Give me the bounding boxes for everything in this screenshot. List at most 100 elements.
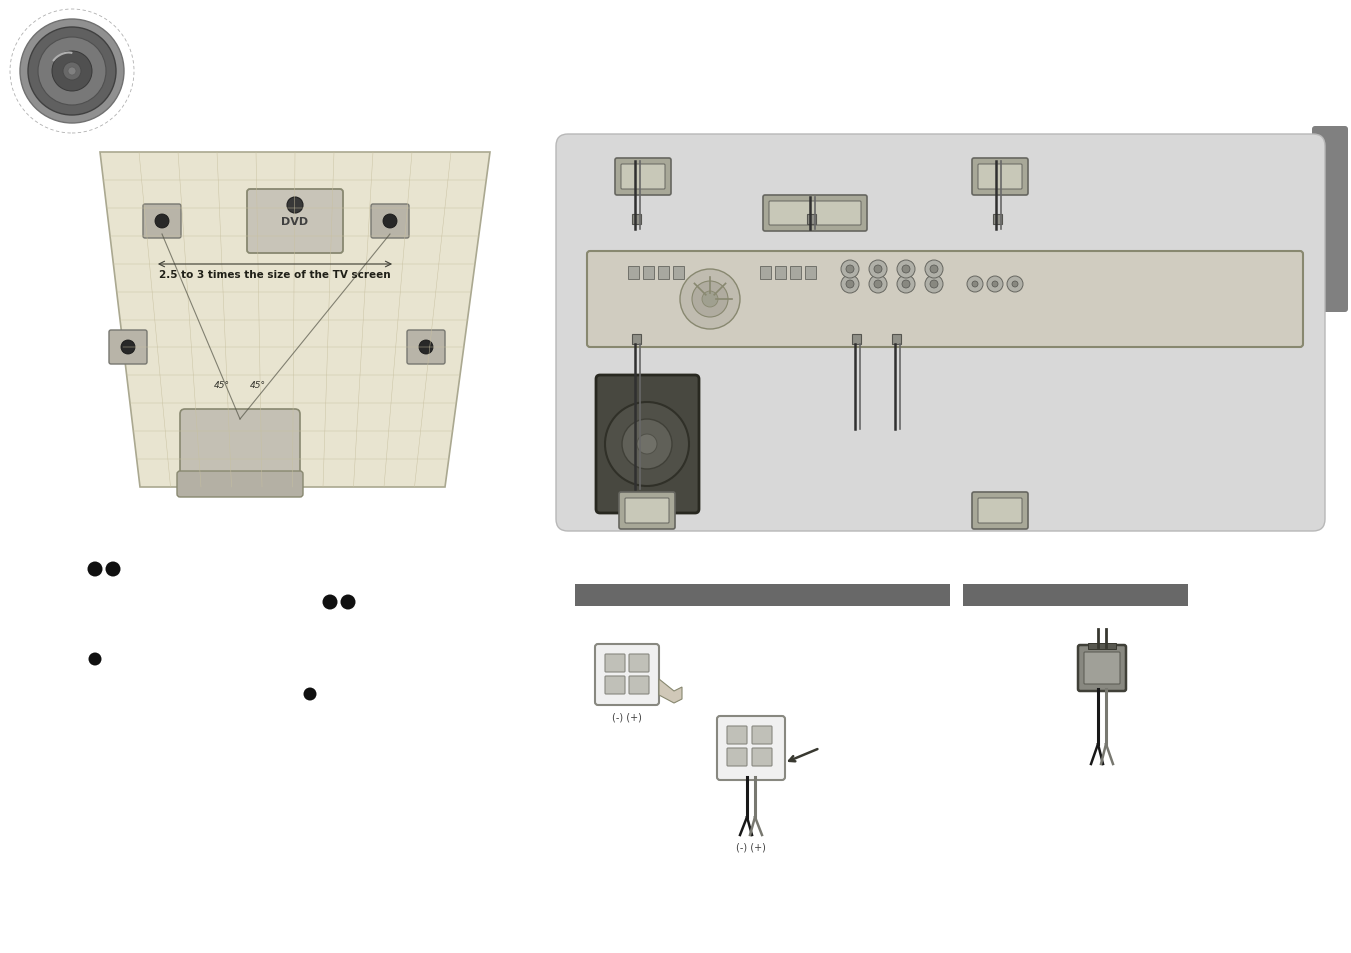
Circle shape (1012, 282, 1019, 288)
Circle shape (929, 266, 938, 274)
Bar (963, 584, 1188, 606)
FancyBboxPatch shape (1084, 652, 1120, 684)
FancyBboxPatch shape (372, 205, 409, 239)
Bar (643, 267, 654, 280)
Circle shape (988, 276, 1002, 293)
FancyBboxPatch shape (630, 655, 648, 672)
Circle shape (89, 653, 101, 666)
Circle shape (605, 402, 689, 486)
Circle shape (897, 275, 915, 294)
Text: (-) (+): (-) (+) (612, 712, 642, 722)
Bar (632, 214, 640, 225)
Circle shape (122, 340, 135, 355)
Bar (790, 267, 801, 280)
Text: 45°: 45° (250, 380, 266, 389)
FancyBboxPatch shape (1312, 127, 1348, 313)
Text: DVD: DVD (281, 216, 308, 227)
Circle shape (846, 266, 854, 274)
FancyBboxPatch shape (615, 159, 671, 195)
FancyBboxPatch shape (978, 498, 1021, 523)
Text: (-) (+): (-) (+) (736, 842, 766, 852)
Circle shape (967, 276, 984, 293)
Circle shape (869, 275, 888, 294)
Circle shape (286, 198, 303, 213)
FancyBboxPatch shape (1078, 645, 1125, 691)
FancyBboxPatch shape (753, 726, 771, 744)
FancyBboxPatch shape (717, 717, 785, 781)
Circle shape (63, 63, 81, 81)
Bar (658, 267, 669, 280)
Bar (807, 214, 816, 225)
Circle shape (304, 688, 316, 700)
Circle shape (929, 281, 938, 289)
FancyBboxPatch shape (619, 493, 676, 530)
Circle shape (971, 282, 978, 288)
Bar (761, 267, 771, 280)
Circle shape (897, 261, 915, 278)
Circle shape (340, 595, 355, 610)
FancyBboxPatch shape (180, 410, 300, 479)
FancyBboxPatch shape (769, 202, 861, 226)
FancyBboxPatch shape (630, 677, 648, 695)
FancyBboxPatch shape (971, 159, 1028, 195)
FancyBboxPatch shape (763, 195, 867, 232)
Bar (775, 267, 786, 280)
Circle shape (638, 435, 657, 455)
Circle shape (902, 266, 911, 274)
Bar (993, 214, 1002, 225)
Circle shape (419, 340, 434, 355)
FancyBboxPatch shape (596, 375, 698, 514)
Circle shape (382, 214, 397, 229)
FancyBboxPatch shape (727, 726, 747, 744)
Circle shape (105, 562, 120, 577)
Circle shape (155, 214, 169, 229)
Circle shape (323, 595, 338, 610)
FancyBboxPatch shape (605, 677, 626, 695)
Bar (632, 335, 640, 345)
FancyBboxPatch shape (407, 331, 444, 365)
Circle shape (846, 281, 854, 289)
Circle shape (51, 52, 92, 91)
Circle shape (692, 282, 728, 317)
Circle shape (902, 281, 911, 289)
Circle shape (20, 20, 124, 124)
Circle shape (874, 281, 882, 289)
FancyBboxPatch shape (143, 205, 181, 239)
FancyBboxPatch shape (594, 644, 659, 705)
Circle shape (869, 261, 888, 278)
FancyBboxPatch shape (971, 493, 1028, 530)
Polygon shape (659, 679, 682, 703)
FancyBboxPatch shape (557, 135, 1325, 532)
Circle shape (28, 28, 116, 116)
Circle shape (88, 562, 103, 577)
Circle shape (703, 292, 717, 308)
FancyBboxPatch shape (978, 165, 1021, 190)
Bar (1088, 643, 1116, 649)
Polygon shape (100, 152, 490, 488)
Circle shape (925, 275, 943, 294)
Bar (852, 335, 861, 345)
Circle shape (842, 261, 859, 278)
Bar (805, 267, 816, 280)
Circle shape (38, 38, 105, 106)
Circle shape (842, 275, 859, 294)
Circle shape (992, 282, 998, 288)
Text: 2.5 to 3 times the size of the TV screen: 2.5 to 3 times the size of the TV screen (159, 270, 390, 280)
FancyBboxPatch shape (621, 165, 665, 190)
Text: 45°: 45° (213, 380, 230, 389)
FancyBboxPatch shape (605, 655, 626, 672)
Circle shape (680, 270, 740, 330)
FancyBboxPatch shape (247, 190, 343, 253)
FancyBboxPatch shape (177, 472, 303, 497)
FancyBboxPatch shape (626, 498, 669, 523)
FancyBboxPatch shape (586, 252, 1302, 348)
Circle shape (874, 266, 882, 274)
FancyBboxPatch shape (753, 748, 771, 766)
Circle shape (68, 68, 76, 76)
Circle shape (621, 419, 671, 470)
Circle shape (1006, 276, 1023, 293)
Bar (673, 267, 684, 280)
Bar (576, 584, 950, 606)
FancyBboxPatch shape (109, 331, 147, 365)
Circle shape (925, 261, 943, 278)
